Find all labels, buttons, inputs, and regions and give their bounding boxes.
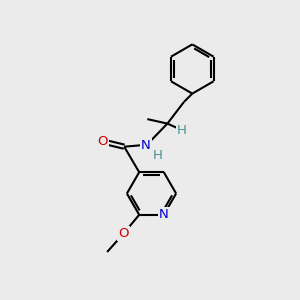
Text: H: H xyxy=(152,149,162,162)
Text: N: N xyxy=(141,139,151,152)
Text: O: O xyxy=(118,227,129,240)
Text: O: O xyxy=(97,135,108,148)
Text: N: N xyxy=(159,208,169,221)
Text: H: H xyxy=(177,124,187,137)
